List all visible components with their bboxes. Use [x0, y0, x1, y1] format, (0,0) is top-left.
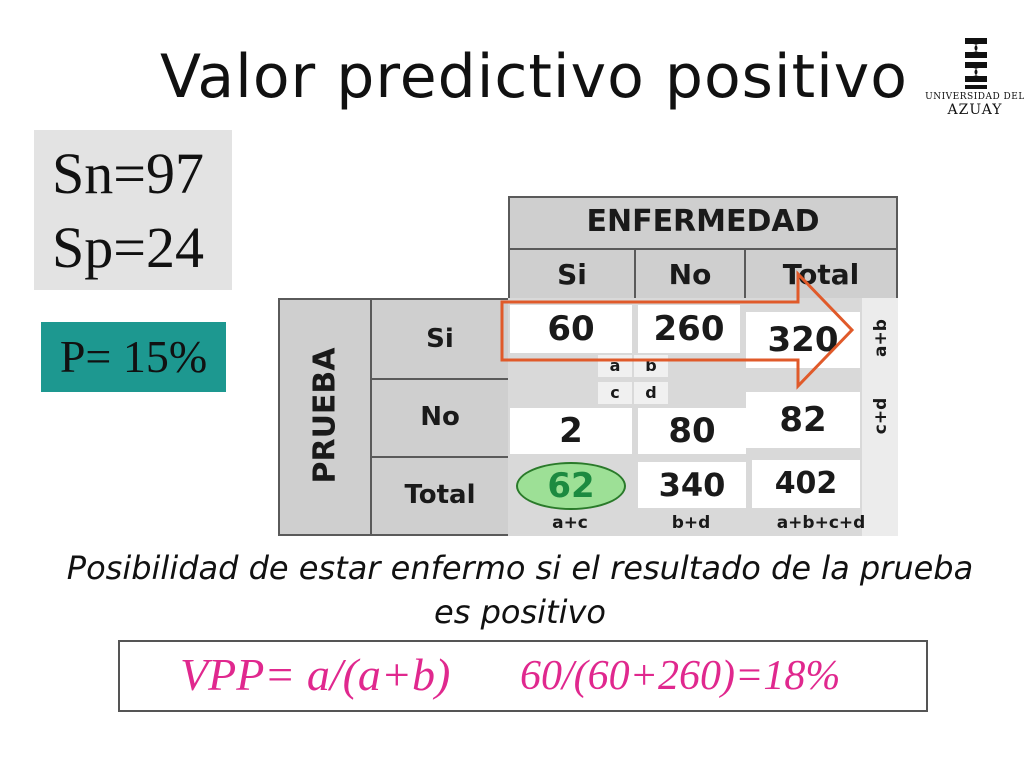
right-arrow-icon [500, 270, 855, 390]
cell-c-plus-d: 82 [746, 392, 860, 448]
logo-emblem-icon [965, 38, 987, 89]
label-b-plus-d: b+d [671, 513, 711, 533]
col-header-no: No [668, 258, 712, 291]
label-c-plus-d: c+d [871, 397, 891, 435]
logo-line1: UNIVERSIDAD DEL [925, 92, 1024, 102]
label-total: a+b+c+d [776, 513, 866, 533]
row-header-total: Total [404, 480, 476, 510]
cell-d: 80 [638, 408, 746, 454]
cell-b: 260 [638, 305, 740, 353]
row-header-no: No [420, 402, 460, 432]
cell-total: 402 [752, 460, 860, 508]
cell-c: 2 [510, 408, 632, 454]
enfermedad-header: ENFERMEDAD [586, 204, 820, 239]
label-a-plus-c: a+c [552, 513, 588, 533]
formula-box: VPP= a/(a+b) 60/(60+260)=18% [118, 640, 928, 712]
vpp-calculation: 60/(60+260)=18% [520, 653, 841, 699]
row-header-si: Si [426, 324, 454, 354]
specificity-label: Sp=24 [52, 215, 204, 280]
sensitivity-label: Sn=97 [52, 141, 204, 206]
label-a-plus-b: a+b [871, 319, 891, 357]
prueba-header: PRUEBA [307, 347, 343, 484]
right-margin [862, 298, 898, 536]
row-header-block [278, 298, 510, 536]
letter-c: c [598, 382, 632, 404]
highlight-ellipse [516, 462, 626, 510]
cell-b-plus-d: 340 [638, 462, 746, 508]
logo-line2: AZUAY [947, 102, 1003, 118]
cell-a: 60 [510, 305, 632, 353]
description-text: Posibilidad de estar enfermo si el resul… [66, 549, 974, 631]
cell-a-plus-c: 62 [547, 466, 595, 506]
university-logo: UNIVERSIDAD DEL AZUAY [925, 36, 1024, 126]
col-header-total: Total [782, 258, 860, 291]
letter-d: d [634, 382, 668, 404]
col-header-si: Si [557, 258, 587, 291]
slide-title: Valor predictivo positivo [160, 42, 908, 112]
sn-sp-box: Sn=97 Sp=24 [34, 130, 232, 290]
vpp-formula: VPP= a/(a+b) [180, 649, 451, 700]
prevalence-box: P= 15% [41, 322, 226, 392]
